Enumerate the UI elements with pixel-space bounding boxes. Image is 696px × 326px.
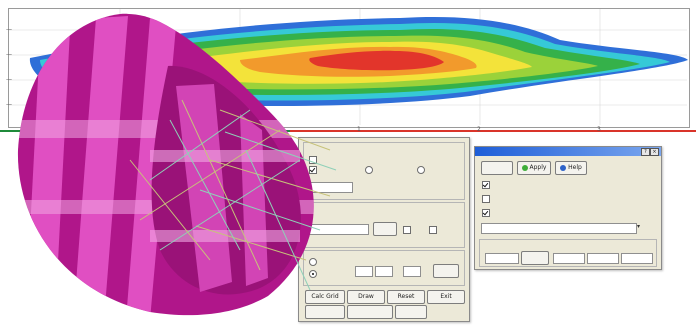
value-field[interactable] bbox=[485, 253, 519, 264]
y-tick: — bbox=[6, 51, 12, 58]
help-label: Help bbox=[568, 164, 582, 171]
draw-button[interactable]: Draw bbox=[347, 290, 385, 304]
apply-label: Apply bbox=[529, 164, 547, 171]
value-field[interactable] bbox=[587, 253, 619, 264]
close-icon[interactable]: × bbox=[650, 148, 659, 156]
baseline-strip-red bbox=[290, 130, 696, 132]
param-checkbox[interactable] bbox=[482, 209, 490, 217]
view-checkbox[interactable] bbox=[403, 226, 411, 234]
grid-field[interactable] bbox=[355, 266, 373, 277]
x-tick-label: 2 bbox=[477, 126, 481, 133]
grid-group bbox=[303, 250, 465, 286]
extra-button[interactable] bbox=[395, 305, 427, 319]
mode-radio[interactable] bbox=[365, 166, 373, 174]
grid-field[interactable] bbox=[375, 266, 393, 277]
grid-radio[interactable] bbox=[309, 270, 317, 278]
offset-field[interactable] bbox=[403, 266, 421, 277]
reflector-dish-render bbox=[17, 13, 337, 316]
apply-icon bbox=[521, 164, 528, 171]
param-select[interactable] bbox=[481, 223, 637, 234]
value-field[interactable] bbox=[553, 253, 585, 264]
extra-button[interactable] bbox=[305, 305, 345, 319]
set-button[interactable] bbox=[433, 264, 459, 278]
mode-radio[interactable] bbox=[417, 166, 425, 174]
y-tick: — bbox=[6, 76, 12, 83]
plot-frame bbox=[8, 8, 690, 128]
extra-button[interactable] bbox=[347, 305, 393, 319]
chevron-down-icon[interactable]: ▾ bbox=[637, 223, 641, 230]
option-checkbox[interactable] bbox=[309, 156, 317, 164]
x-tick-label: 3 bbox=[597, 126, 601, 133]
contour-plot: — — — — -1 0 1 2 3 bbox=[0, 0, 696, 135]
exit-button[interactable]: Exit bbox=[427, 290, 465, 304]
grid-radio[interactable] bbox=[309, 258, 317, 266]
compute-button[interactable] bbox=[521, 251, 549, 265]
x-tick-label: 1 bbox=[357, 126, 361, 133]
contour-band-red bbox=[309, 50, 444, 71]
values-group bbox=[479, 239, 657, 267]
help-title-icon[interactable]: ? bbox=[641, 148, 650, 156]
view-checkbox[interactable] bbox=[429, 226, 437, 234]
parameters-dialog: ? × Apply Help ▾ bbox=[474, 146, 662, 270]
y-tick: — bbox=[6, 26, 12, 33]
option-checkbox[interactable] bbox=[309, 166, 317, 174]
param-checkbox[interactable] bbox=[482, 195, 490, 203]
menu-button[interactable] bbox=[481, 161, 513, 175]
calc-grid-button[interactable]: Calc Grid bbox=[305, 290, 345, 304]
param-checkbox[interactable] bbox=[482, 181, 490, 189]
create-button[interactable] bbox=[373, 222, 397, 236]
value-field[interactable] bbox=[621, 253, 653, 264]
ray-traces bbox=[129, 99, 337, 291]
help-icon bbox=[560, 164, 567, 171]
apply-button[interactable]: Apply bbox=[517, 161, 551, 175]
y-tick: — bbox=[6, 101, 12, 108]
settings-dialog: Calc Grid Draw Reset Exit bbox=[298, 137, 470, 322]
reset-button[interactable]: Reset bbox=[387, 290, 425, 304]
title-bar bbox=[475, 147, 661, 156]
help-button[interactable]: Help bbox=[555, 161, 587, 175]
